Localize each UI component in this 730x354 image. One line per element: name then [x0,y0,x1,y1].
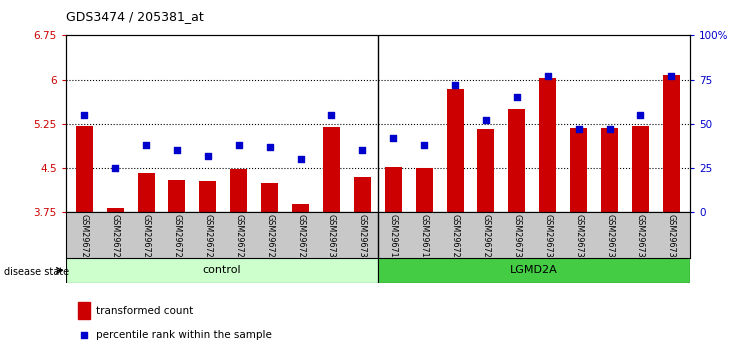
Point [511,95,523,100]
Bar [377,258,690,283]
Bar [137,173,155,212]
Text: transformed count: transformed count [96,306,193,316]
Point [573,126,585,132]
Text: LGMD2A: LGMD2A [510,266,558,275]
Text: GSM296733: GSM296733 [543,214,552,263]
Point [604,126,615,132]
Text: GSM296723: GSM296723 [172,214,182,263]
Text: GSM296729: GSM296729 [481,214,491,263]
Point [202,153,214,159]
Point [449,82,461,88]
Bar [385,167,402,212]
Bar [66,258,377,283]
Point [356,148,368,153]
Text: GSM296731: GSM296731 [327,214,336,263]
Bar [354,177,371,212]
Text: GSM296737: GSM296737 [666,214,676,263]
Bar [415,168,433,212]
Bar [477,129,494,212]
Point [634,112,646,118]
Text: GSM296735: GSM296735 [605,214,614,263]
Point [78,112,90,118]
Text: GSM296732: GSM296732 [358,214,367,263]
Text: control: control [202,266,241,275]
Point [140,142,152,148]
Text: GSM296724: GSM296724 [450,214,459,263]
Text: GSM296721: GSM296721 [111,214,120,263]
Point [388,135,399,141]
Bar [76,126,93,212]
Text: GSM296726: GSM296726 [234,214,243,263]
Text: GSM296720: GSM296720 [80,214,89,263]
Point [78,332,90,338]
Bar [78,302,90,319]
Bar [663,75,680,212]
Bar [199,181,216,212]
Point [110,165,121,171]
Point [264,144,275,150]
Text: GSM296727: GSM296727 [265,214,274,263]
Point [666,73,677,79]
Bar [169,180,185,212]
Bar [447,88,464,212]
Text: GDS3474 / 205381_at: GDS3474 / 205381_at [66,10,204,23]
Text: GSM296719: GSM296719 [420,214,429,263]
Bar [601,128,618,212]
Bar [230,169,247,212]
Point [326,112,337,118]
Text: GSM296728: GSM296728 [296,214,305,263]
Text: GSM296730: GSM296730 [512,214,521,263]
Bar [107,208,123,212]
Text: percentile rank within the sample: percentile rank within the sample [96,330,272,340]
Bar [323,127,340,212]
Point [542,73,553,79]
Text: disease state: disease state [4,267,69,277]
Bar [570,128,587,212]
Text: GSM296718: GSM296718 [388,214,398,263]
Bar [508,109,526,212]
Text: GSM296734: GSM296734 [574,214,583,263]
Bar [632,126,649,212]
Point [295,156,307,162]
Point [171,148,182,153]
Point [233,142,245,148]
Text: GSM296722: GSM296722 [142,214,150,263]
Bar [292,204,309,212]
Text: GSM296725: GSM296725 [204,214,212,263]
Bar [261,183,278,212]
Point [480,118,492,123]
Point [418,142,430,148]
Text: GSM296736: GSM296736 [636,214,645,263]
Bar [539,79,556,212]
